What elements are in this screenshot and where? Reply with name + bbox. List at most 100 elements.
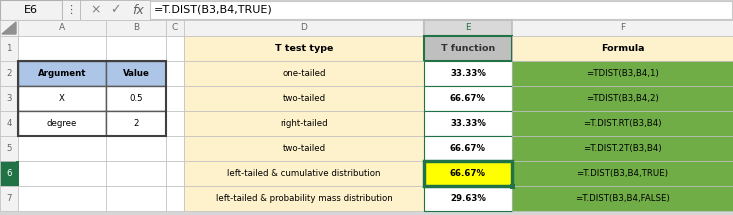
Bar [0, 0, 733, 20]
Text: two-tailed: two-tailed [282, 94, 325, 103]
Bar [509, 183, 515, 189]
Text: T function: T function [441, 44, 495, 53]
Bar [106, 20, 166, 36]
Bar [512, 186, 733, 211]
Bar [106, 136, 166, 161]
Bar [424, 86, 512, 111]
Text: =T.DIST(B3,B4,FALSE): =T.DIST(B3,B4,FALSE) [575, 194, 670, 203]
Bar [0, 186, 18, 211]
Bar [0, 161, 18, 186]
Text: 33.33%: 33.33% [450, 69, 486, 78]
Text: left-tailed & cumulative distribution: left-tailed & cumulative distribution [227, 169, 380, 178]
Bar [512, 36, 733, 61]
Bar [0, 0, 62, 20]
Text: =T.DIST.RT(B3,B4): =T.DIST.RT(B3,B4) [583, 119, 662, 128]
Text: 4: 4 [7, 119, 12, 128]
Text: =T.DIST.2T(B3,B4): =T.DIST.2T(B3,B4) [583, 144, 662, 153]
Text: 1: 1 [7, 44, 12, 53]
Bar [166, 86, 184, 111]
Bar [18, 186, 106, 211]
Text: Value: Value [122, 69, 150, 78]
Text: =TDIST(B3,B4,1): =TDIST(B3,B4,1) [586, 69, 659, 78]
Bar [62, 0, 80, 20]
Bar [18, 61, 106, 86]
Bar [512, 20, 733, 36]
Text: two-tailed: two-tailed [282, 144, 325, 153]
Text: =T.DIST(B3,B4,TRUE): =T.DIST(B3,B4,TRUE) [154, 5, 273, 15]
Text: F: F [620, 23, 625, 32]
Text: Argument: Argument [38, 69, 86, 78]
Bar [184, 136, 424, 161]
Bar [0, 86, 18, 111]
Bar [166, 111, 184, 136]
Text: 2: 2 [133, 119, 139, 128]
Text: ⋮: ⋮ [65, 5, 76, 15]
Text: D: D [301, 23, 307, 32]
Text: B: B [133, 23, 139, 32]
Bar [106, 36, 166, 61]
Bar [0, 61, 18, 86]
Bar [512, 136, 733, 161]
Text: X: X [59, 94, 65, 103]
Bar [166, 36, 184, 61]
Bar [0, 20, 18, 36]
Text: fx: fx [132, 3, 144, 17]
Bar [184, 61, 424, 86]
Text: 0.5: 0.5 [129, 94, 143, 103]
Bar [106, 61, 166, 86]
Bar [184, 186, 424, 211]
Text: left-tailed & probability mass distribution: left-tailed & probability mass distribut… [216, 194, 392, 203]
Text: ✓: ✓ [110, 3, 120, 17]
Bar [512, 61, 733, 86]
Bar [166, 20, 184, 36]
Text: 66.67%: 66.67% [450, 169, 486, 178]
Bar [184, 86, 424, 111]
Text: =TDIST(B3,B4,2): =TDIST(B3,B4,2) [586, 94, 659, 103]
Bar [512, 111, 733, 136]
Polygon shape [2, 22, 16, 34]
Bar [0, 111, 18, 136]
Text: E6: E6 [24, 5, 38, 15]
Bar [512, 161, 733, 186]
Text: 3: 3 [7, 94, 12, 103]
Text: 6: 6 [7, 169, 12, 178]
Bar [166, 186, 184, 211]
Bar [166, 136, 184, 161]
Bar [184, 111, 424, 136]
Bar [0, 36, 18, 61]
Bar [184, 161, 424, 186]
Bar [424, 36, 512, 61]
Bar [18, 20, 106, 36]
Bar [424, 111, 512, 136]
Text: 66.67%: 66.67% [450, 144, 486, 153]
Bar [424, 186, 512, 211]
Bar [18, 36, 106, 61]
Bar [18, 111, 106, 136]
Bar [18, 86, 106, 111]
Text: ×: × [91, 3, 101, 17]
Bar [166, 161, 184, 186]
Bar [184, 36, 424, 61]
Bar [16, 161, 19, 186]
Text: 33.33%: 33.33% [450, 119, 486, 128]
Text: =T.DIST(B3,B4,TRUE): =T.DIST(B3,B4,TRUE) [576, 169, 668, 178]
Bar [106, 161, 166, 186]
Text: right-tailed: right-tailed [280, 119, 328, 128]
Text: 5: 5 [7, 144, 12, 153]
Bar [424, 136, 512, 161]
Text: 29.63%: 29.63% [450, 194, 486, 203]
Text: 66.67%: 66.67% [450, 94, 486, 103]
Bar [424, 20, 512, 36]
Bar [106, 186, 166, 211]
Text: E: E [465, 23, 471, 32]
Bar [0, 136, 18, 161]
Bar [166, 61, 184, 86]
Bar [18, 136, 106, 161]
Text: T test type: T test type [275, 44, 334, 53]
Text: one-tailed: one-tailed [282, 69, 325, 78]
Bar [106, 111, 166, 136]
Bar [150, 1, 732, 19]
Bar [424, 61, 512, 86]
Bar [18, 61, 166, 136]
Text: 7: 7 [7, 194, 12, 203]
